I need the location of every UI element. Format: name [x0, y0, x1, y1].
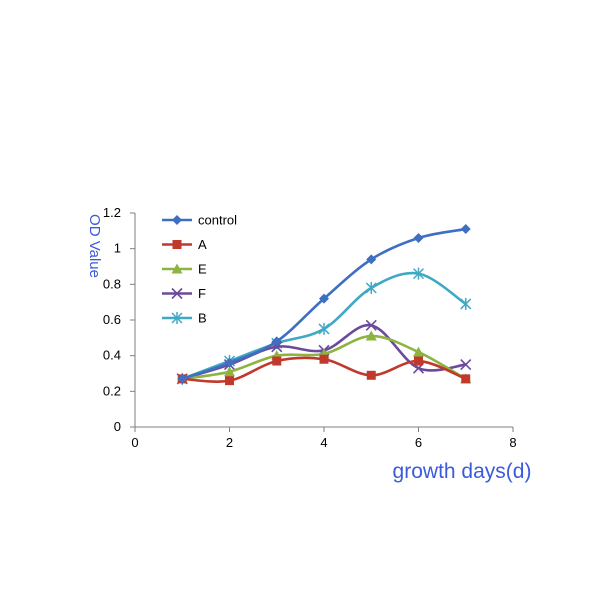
legend-entry-a: A	[162, 237, 207, 252]
legend-label: E	[198, 262, 207, 277]
data-point	[365, 330, 377, 341]
data-point	[318, 322, 330, 335]
legend-swatch-marker	[171, 312, 183, 324]
series-layer	[176, 224, 472, 386]
data-point	[413, 232, 424, 243]
data-point	[272, 356, 282, 366]
data-point	[412, 267, 425, 280]
y-tick-label: 1.2	[103, 205, 121, 220]
data-point	[177, 373, 188, 384]
data-point	[413, 346, 424, 357]
x-tick-label: 6	[415, 435, 422, 450]
y-tick-label: 1	[114, 241, 121, 256]
legend-entry-e: E	[162, 262, 207, 277]
legend-entry-control: control	[162, 213, 237, 228]
data-point	[460, 297, 472, 310]
data-point	[319, 354, 329, 364]
data-point	[224, 357, 235, 368]
y-tick-label: 0.8	[103, 276, 121, 291]
legend-entry-f: F	[162, 286, 206, 301]
y-tick-label: 0	[114, 419, 121, 434]
legend-label: A	[198, 237, 207, 252]
data-point	[414, 356, 423, 366]
y-tick-label: 0.2	[103, 383, 121, 398]
y-axis-label: OD Value	[86, 214, 103, 278]
legend-label: control	[198, 213, 237, 228]
data-point	[366, 370, 376, 380]
x-axis-label: growth days(d)	[393, 460, 532, 483]
axes: 0 0.2 0.4 0.6 0.8 1 1.2 0 2 4 6 8	[103, 205, 517, 450]
legend-swatch-marker	[171, 287, 183, 300]
data-point	[224, 366, 235, 377]
legend-label: F	[198, 286, 206, 301]
x-tick-label: 0	[131, 435, 138, 450]
series-control	[177, 224, 471, 384]
legend-label: B	[198, 311, 207, 326]
data-point	[225, 376, 234, 386]
y-tick-label: 0.4	[103, 348, 121, 363]
data-point	[460, 359, 472, 371]
data-point	[461, 374, 471, 384]
x-tick-label: 8	[509, 435, 516, 450]
data-point	[365, 281, 377, 294]
legend-entry-b: B	[162, 311, 207, 326]
legend-swatch-marker	[172, 215, 182, 225]
data-point	[366, 254, 377, 265]
data-point	[271, 336, 282, 347]
data-point	[319, 293, 329, 304]
x-tick-label: 2	[226, 435, 233, 450]
x-tick-label: 4	[320, 435, 327, 450]
y-tick-label: 0.6	[103, 312, 121, 327]
legend-swatch-marker	[171, 263, 183, 274]
legend-swatch-marker	[172, 240, 182, 249]
data-point	[460, 224, 471, 235]
data-point	[365, 319, 377, 331]
